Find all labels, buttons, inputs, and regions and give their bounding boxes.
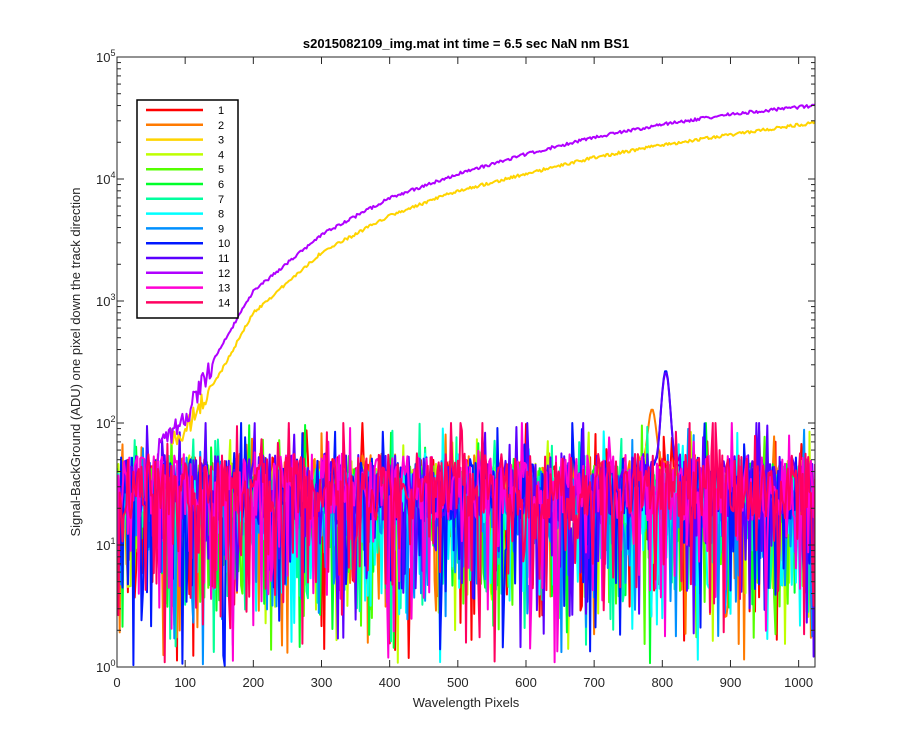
axes-box [116, 56, 816, 668]
x-tick-label: 700 [583, 675, 605, 690]
legend-item-11[interactable]: 11 [146, 253, 229, 265]
x-tick-label: 600 [515, 675, 537, 690]
y-tick-label: 101 [96, 536, 115, 553]
x-tick-label: 300 [311, 675, 333, 690]
x-tick-label: 0 [113, 675, 120, 690]
legend-box [136, 99, 239, 319]
legend-label: 10 [218, 238, 230, 250]
x-axis-label: Wavelength Pixels [413, 695, 520, 710]
legend-label: 5 [218, 164, 224, 176]
legend-label: 2 [218, 120, 224, 132]
series-layer [117, 103, 815, 667]
legend-item-5[interactable]: 5 [146, 164, 224, 176]
legend-item-6[interactable]: 6 [146, 179, 224, 191]
series-line-13 [117, 422, 815, 664]
legend-item-14[interactable]: 14 [146, 297, 230, 309]
y-axis-label: Signal-BackGround (ADU) one pixel down t… [68, 187, 83, 536]
x-tick-label: 200 [242, 675, 264, 690]
x-axis: 0 100 200 300 400 500 600 700 800 900 1000 [113, 57, 813, 690]
legend-label: 1 [218, 105, 224, 117]
legend-label: 8 [218, 209, 224, 221]
legend-item-2[interactable]: 2 [146, 120, 224, 132]
legend-label: 11 [218, 253, 229, 265]
legend-label: 14 [218, 297, 230, 309]
x-tick-label: 100 [174, 675, 196, 690]
chart-title: s2015082109_img.mat int time = 6.5 sec N… [303, 36, 629, 51]
legend-label: 3 [218, 135, 224, 147]
legend-item-13[interactable]: 13 [146, 283, 230, 295]
legend-item-3[interactable]: 3 [146, 135, 224, 147]
legend-label: 13 [218, 283, 230, 295]
x-tick-label: 800 [651, 675, 673, 690]
y-tick-label: 105 [96, 48, 115, 65]
legend-item-4[interactable]: 4 [146, 149, 224, 161]
y-tick-label: 100 [96, 658, 115, 675]
legend-label: 4 [218, 149, 224, 161]
legend-label: 9 [218, 223, 224, 235]
legend-item-12[interactable]: 12 [146, 268, 230, 280]
x-tick-label: 900 [720, 675, 742, 690]
legend-label: 7 [218, 194, 224, 206]
series-line-3 [170, 120, 815, 446]
legend-item-8[interactable]: 8 [146, 209, 224, 221]
legend-item-7[interactable]: 7 [146, 194, 224, 206]
legend-label: 6 [218, 179, 224, 191]
series-line-14 [117, 422, 815, 664]
y-tick-label: 103 [96, 292, 115, 309]
y-tick-label: 102 [96, 414, 115, 431]
x-tick-label: 500 [447, 675, 469, 690]
series-line-12 [156, 103, 815, 462]
legend-item-10[interactable]: 10 [146, 238, 230, 250]
x-tick-label: 400 [379, 675, 401, 690]
x-tick-label: 1000 [784, 675, 813, 690]
legend-item-1[interactable]: 1 [146, 105, 224, 117]
legend-label: 12 [218, 268, 230, 280]
y-tick-label: 104 [96, 170, 115, 187]
legend-item-9[interactable]: 9 [146, 223, 224, 235]
